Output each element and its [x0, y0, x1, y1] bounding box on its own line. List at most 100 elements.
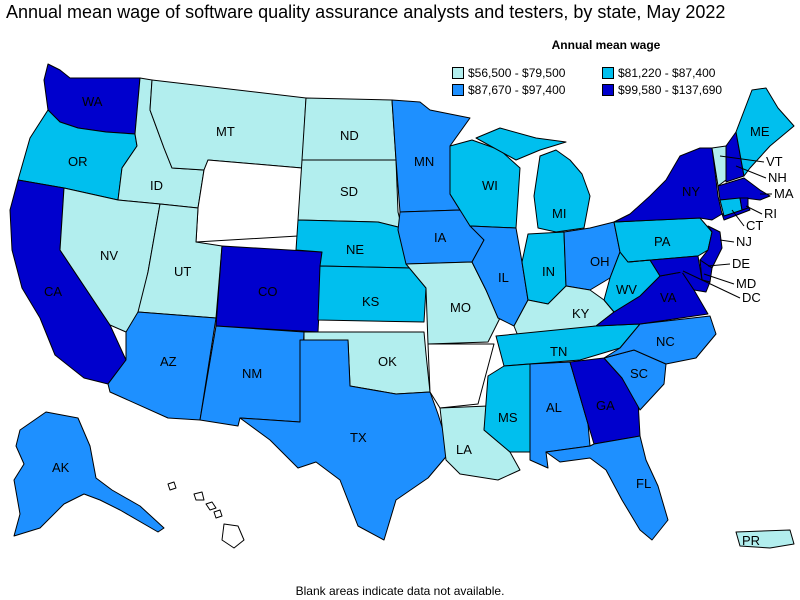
legend-label-2: $81,220 - $87,400 [618, 66, 716, 80]
label-OR: OR [68, 154, 88, 169]
legend-swatch-2 [602, 67, 614, 79]
hawaii-island-1[interactable] [167, 481, 177, 491]
state-PA[interactable] [613, 217, 713, 263]
label-MN: MN [414, 154, 434, 169]
legend-item-4: $99,580 - $137,690 [602, 83, 752, 97]
leader-NJ [719, 239, 735, 243]
state-HI[interactable] [167, 481, 245, 549]
label-FL: FL [636, 476, 651, 491]
label-NV: NV [100, 248, 118, 263]
label-AK: AK [52, 460, 70, 475]
leader-NH [735, 165, 767, 179]
leader-DE [707, 263, 731, 267]
legend-item-2: $81,220 - $87,400 [602, 66, 752, 80]
state-MI-up[interactable] [475, 127, 567, 161]
label-NC: NC [656, 334, 675, 349]
label-KY: KY [572, 306, 590, 321]
leader-RI [745, 205, 763, 215]
state-NC[interactable] [603, 315, 717, 365]
label-CT: CT [746, 218, 763, 233]
hawaii-island-3[interactable] [205, 501, 217, 511]
label-NH: NH [768, 170, 787, 185]
label-VA: VA [660, 290, 677, 305]
label-DE: DE [732, 256, 750, 271]
label-TX: TX [350, 430, 367, 445]
label-UT: UT [174, 264, 191, 279]
label-TN: TN [550, 344, 567, 359]
label-IA: IA [434, 230, 447, 245]
label-MI: MI [552, 206, 566, 221]
state-MD[interactable] [627, 255, 711, 293]
label-MD: MD [736, 276, 756, 291]
label-AL: AL [546, 400, 562, 415]
label-WA: WA [82, 94, 103, 109]
legend: Annual mean wage $56,500 - $79,500 $81,2… [452, 38, 752, 97]
legend-swatch-1 [452, 67, 464, 79]
label-ID: ID [150, 178, 163, 193]
state-PR[interactable] [735, 529, 795, 549]
legend-grid: $56,500 - $79,500 $81,220 - $87,400 $87,… [452, 66, 752, 97]
label-GA: GA [596, 398, 615, 413]
state-AR[interactable] [427, 343, 495, 409]
state-WY[interactable] [195, 159, 303, 243]
label-VT: VT [766, 154, 783, 169]
hawaii-island-5[interactable] [221, 523, 245, 549]
label-OH: OH [590, 254, 610, 269]
label-WV: WV [616, 282, 637, 297]
state-KS[interactable] [317, 265, 427, 323]
state-FL[interactable] [545, 435, 669, 541]
state-DC[interactable] [679, 267, 685, 273]
footnote: Blank areas indicate data not available. [295, 584, 505, 598]
legend-label-3: $87,670 - $97,400 [468, 83, 566, 97]
label-MT: MT [216, 124, 235, 139]
label-ND: ND [340, 128, 359, 143]
label-NJ: NJ [736, 234, 752, 249]
legend-label-4: $99,580 - $137,690 [618, 83, 723, 97]
leader-MD [703, 273, 735, 285]
label-AZ: AZ [160, 354, 177, 369]
hawaii-island-4[interactable] [213, 509, 223, 519]
label-PA: PA [654, 234, 671, 249]
state-RI[interactable] [739, 197, 749, 211]
label-CA: CA [44, 284, 62, 299]
label-SC: SC [630, 366, 648, 381]
label-LA: LA [456, 442, 472, 457]
legend-item-1: $56,500 - $79,500 [452, 66, 602, 80]
state-AZ[interactable] [107, 311, 217, 421]
label-NY: NY [682, 184, 700, 199]
leader-CT [731, 209, 745, 227]
label-WI: WI [482, 178, 498, 193]
label-MO: MO [450, 300, 471, 315]
label-SD: SD [340, 184, 358, 199]
state-TX[interactable] [239, 339, 451, 541]
state-MI[interactable] [533, 149, 591, 233]
label-CO: CO [258, 284, 278, 299]
leader-lines [682, 155, 772, 299]
label-ME: ME [750, 124, 770, 139]
state-labels: WA OR CA ID NV MT UT CO AZ NM ND SD NE K… [44, 94, 794, 548]
label-PR: PR [742, 533, 760, 548]
label-KS: KS [362, 294, 380, 309]
label-IN: IN [542, 264, 555, 279]
legend-swatch-3 [452, 84, 464, 96]
legend-swatch-4 [602, 84, 614, 96]
label-NM: NM [242, 366, 262, 381]
hawaii-island-2[interactable] [193, 491, 205, 501]
state-NY[interactable] [613, 147, 723, 223]
label-RI: RI [764, 206, 777, 221]
label-NE: NE [346, 242, 364, 257]
leader-DC [682, 270, 741, 299]
legend-label-1: $56,500 - $79,500 [468, 66, 566, 80]
label-IL: IL [498, 270, 509, 285]
legend-title: Annual mean wage [551, 38, 661, 52]
leader-VT [719, 155, 765, 163]
state-IL[interactable] [469, 225, 529, 327]
label-MA: MA [774, 186, 794, 201]
legend-item-3: $87,670 - $97,400 [452, 83, 602, 97]
label-DC: DC [742, 290, 761, 305]
label-MS: MS [498, 410, 518, 425]
map-title: Annual mean wage of software quality ass… [6, 2, 726, 22]
state-ME[interactable] [735, 87, 795, 177]
state-AK[interactable] [13, 411, 165, 537]
